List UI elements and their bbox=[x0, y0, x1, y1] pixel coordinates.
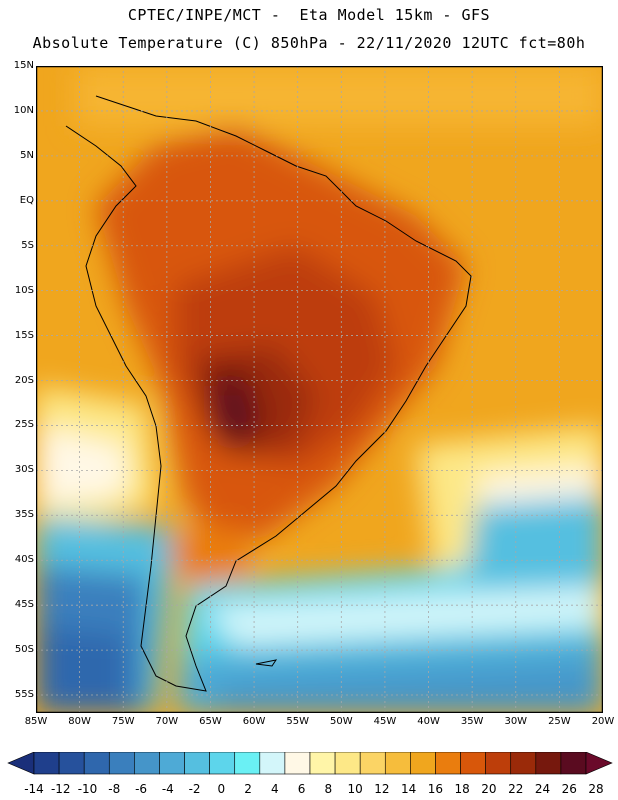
colorbar-segment bbox=[58, 752, 85, 775]
lon-label: 60W bbox=[242, 716, 266, 727]
lon-label: 70W bbox=[155, 716, 179, 727]
colorbar-label: 28 bbox=[588, 782, 604, 796]
colorbar-segment bbox=[510, 752, 537, 775]
lat-label: 45S bbox=[14, 599, 34, 611]
lat-label: 25S bbox=[14, 419, 34, 431]
lat-label: 50S bbox=[14, 644, 34, 656]
lon-label: 30W bbox=[504, 716, 528, 727]
colorbar-label: 14 bbox=[401, 782, 417, 796]
colorbar-segment bbox=[334, 752, 361, 775]
lon-label: 65W bbox=[199, 716, 222, 727]
lat-label: EQ bbox=[19, 194, 34, 206]
colorbar-low-arrow bbox=[7, 752, 35, 775]
colorbar-label: 10 bbox=[347, 782, 363, 796]
colorbar-segment bbox=[159, 752, 185, 775]
colorbar-label: 2 bbox=[244, 782, 252, 796]
lat-label: 10N bbox=[13, 104, 34, 116]
lon-label: 45W bbox=[373, 716, 397, 727]
colorbar-segment bbox=[309, 752, 336, 775]
lon-label: 20W bbox=[591, 716, 615, 727]
lon-label: 80W bbox=[68, 716, 91, 727]
colorbar-label: 6 bbox=[297, 782, 306, 796]
lon-label: 75W bbox=[111, 716, 135, 727]
lat-label: 30S bbox=[14, 464, 34, 476]
colorbar-label: 26 bbox=[561, 782, 577, 796]
colorbar-segment bbox=[234, 752, 261, 775]
lon-label: 55W bbox=[286, 716, 309, 727]
colorbar-label: 16 bbox=[427, 782, 444, 796]
lat-label: 15S bbox=[14, 329, 34, 341]
colorbar-label: -10 bbox=[77, 782, 98, 796]
lat-label: 35S bbox=[14, 509, 34, 521]
colorbar-segment bbox=[460, 752, 486, 775]
colorbar-segment bbox=[134, 752, 160, 775]
colorbar-segment bbox=[108, 752, 135, 775]
colorbar-label: 24 bbox=[534, 782, 551, 796]
colorbar-segment bbox=[535, 752, 562, 775]
lat-label: 20S bbox=[14, 374, 34, 386]
colorbar-segment bbox=[435, 752, 461, 775]
lon-label: 40W bbox=[417, 716, 440, 727]
lon-label: 35W bbox=[460, 716, 484, 727]
lon-label: 50W bbox=[329, 716, 353, 727]
colorbar-segment bbox=[560, 752, 587, 775]
colorbar-label: 20 bbox=[481, 782, 497, 796]
lat-label: 5S bbox=[21, 239, 34, 251]
colorbar-label: 22 bbox=[508, 782, 524, 796]
map-frame bbox=[36, 66, 603, 713]
temperature-field bbox=[36, 66, 603, 713]
lon-label: 85W bbox=[24, 716, 48, 727]
colorbar-segment bbox=[259, 752, 286, 775]
colorbar-label: 0 bbox=[217, 782, 226, 796]
map-title: CPTEC/INPE/MCT - Eta Model 15km - GFS bbox=[127, 6, 491, 24]
colorbar-segment bbox=[485, 752, 512, 775]
colorbar-segment bbox=[359, 752, 386, 775]
colorbar-label: 12 bbox=[374, 782, 390, 796]
colorbar-label: -4 bbox=[161, 782, 174, 796]
map-subtitle: Absolute Temperature (C) 850hPa - 22/11/… bbox=[32, 34, 586, 52]
colorbar-label: -12 bbox=[50, 782, 71, 796]
colorbar-high-arrow bbox=[585, 752, 613, 775]
colorbar bbox=[7, 752, 613, 775]
lat-label: 15N bbox=[13, 60, 34, 71]
colorbar-label: 8 bbox=[324, 782, 333, 796]
colorbar-label: -6 bbox=[135, 782, 148, 796]
lat-label: 5N bbox=[20, 149, 34, 161]
colorbar-segment bbox=[410, 752, 436, 775]
colorbar-label: -8 bbox=[108, 782, 121, 796]
lat-label: 55S bbox=[14, 689, 34, 701]
lat-label: 10S bbox=[14, 284, 34, 296]
colorbar-label: 4 bbox=[271, 782, 279, 796]
temperature-map bbox=[36, 66, 603, 713]
colorbar-segment bbox=[184, 752, 210, 775]
colorbar-label: -2 bbox=[188, 782, 201, 796]
colorbar-segment bbox=[33, 752, 60, 775]
colorbar-label: 18 bbox=[454, 782, 470, 796]
colorbar-segment bbox=[284, 752, 311, 775]
colorbar-label: -14 bbox=[24, 782, 44, 796]
colorbar-segment bbox=[209, 752, 236, 775]
colorbar-segment bbox=[384, 752, 411, 775]
lon-label: 25W bbox=[548, 716, 571, 727]
colorbar-segment bbox=[83, 752, 110, 775]
lat-label: 40S bbox=[14, 554, 34, 566]
